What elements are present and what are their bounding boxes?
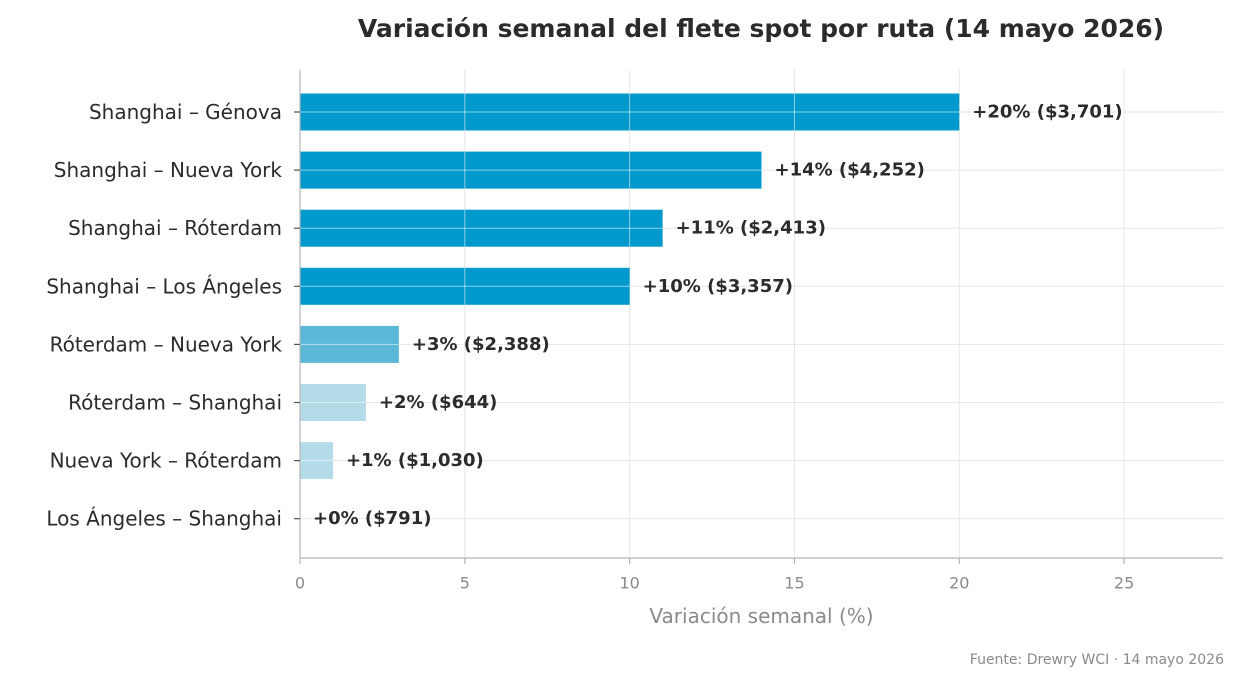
x-tick-label: 20	[949, 574, 969, 593]
bars	[300, 93, 960, 480]
data-label: +20% ($3,701)	[972, 102, 1122, 123]
data-label: +3% ($2,388)	[412, 334, 550, 355]
x-tick-label: 10	[619, 574, 639, 593]
labels: Shanghai – Génova +20% ($3,701) Shanghai –…	[46, 100, 1134, 593]
data-label: +10% ($3,357)	[643, 276, 793, 297]
x-tick-label: 0	[295, 574, 305, 593]
category-label: Róterdam – Nueva York	[50, 332, 283, 356]
data-label: +0% ($791)	[313, 508, 431, 529]
data-label: +14% ($4,252)	[775, 160, 925, 181]
category-label: Shanghai – Nueva York	[54, 158, 283, 182]
axes	[299, 70, 1223, 559]
category-label: Róterdam – Shanghai	[68, 391, 282, 415]
x-axis-label: Variación semanal (%)	[649, 604, 873, 628]
category-label: Nueva York – Róterdam	[50, 449, 282, 473]
grid-lines	[300, 70, 1223, 558]
category-label: Los Ángeles – Shanghai	[46, 507, 282, 531]
data-label: +2% ($644)	[379, 392, 497, 413]
x-tick-label: 5	[460, 574, 470, 593]
data-label: +11% ($2,413)	[676, 218, 826, 239]
category-label: Shanghai – Róterdam	[68, 216, 282, 240]
chart-title: Variación semanal del flete spot por rut…	[357, 14, 1165, 43]
category-label: Shanghai – Génova	[89, 100, 282, 124]
x-tick-label: 25	[1114, 574, 1134, 593]
source-note: Fuente: Drewry WCI · 14 mayo 2026	[969, 652, 1224, 668]
data-label: +1% ($1,030)	[346, 450, 484, 471]
category-label: Shanghai – Los Ángeles	[46, 274, 282, 298]
x-tick-label: 15	[784, 574, 804, 593]
